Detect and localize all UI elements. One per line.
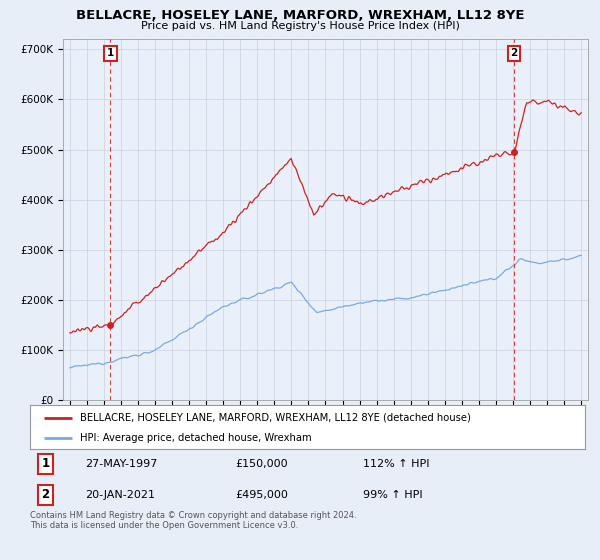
Text: 20-JAN-2021: 20-JAN-2021 — [86, 490, 155, 500]
Text: 99% ↑ HPI: 99% ↑ HPI — [363, 490, 422, 500]
Text: £150,000: £150,000 — [235, 459, 288, 469]
Text: 1: 1 — [41, 458, 50, 470]
Text: Price paid vs. HM Land Registry's House Price Index (HPI): Price paid vs. HM Land Registry's House … — [140, 21, 460, 31]
Text: 112% ↑ HPI: 112% ↑ HPI — [363, 459, 430, 469]
Text: 1: 1 — [107, 48, 114, 58]
Text: 27-MAY-1997: 27-MAY-1997 — [86, 459, 158, 469]
Text: 2: 2 — [510, 48, 517, 58]
Text: BELLACRE, HOSELEY LANE, MARFORD, WREXHAM, LL12 8YE: BELLACRE, HOSELEY LANE, MARFORD, WREXHAM… — [76, 9, 524, 22]
Text: BELLACRE, HOSELEY LANE, MARFORD, WREXHAM, LL12 8YE (detached house): BELLACRE, HOSELEY LANE, MARFORD, WREXHAM… — [80, 413, 471, 423]
Text: Contains HM Land Registry data © Crown copyright and database right 2024.
This d: Contains HM Land Registry data © Crown c… — [30, 511, 356, 530]
Text: HPI: Average price, detached house, Wrexham: HPI: Average price, detached house, Wrex… — [80, 433, 311, 443]
Text: 2: 2 — [41, 488, 50, 501]
Text: £495,000: £495,000 — [235, 490, 288, 500]
